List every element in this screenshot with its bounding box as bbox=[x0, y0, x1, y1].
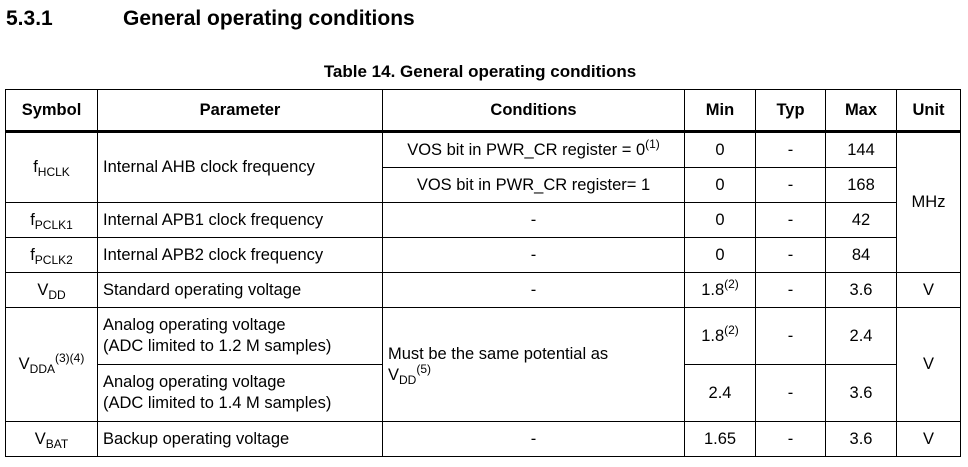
conditions-cell: - bbox=[382, 237, 685, 273]
unit-cell: V bbox=[896, 307, 961, 422]
typ-cell: - bbox=[755, 364, 826, 422]
conditions-cell: VOS bit in PWR_CR register= 1 bbox=[382, 167, 685, 203]
table-row: fHCLK Internal AHB clock frequency VOS b… bbox=[5, 131, 961, 273]
typ-cell: - bbox=[755, 307, 826, 365]
min-cell: 0 bbox=[684, 167, 756, 203]
header-max: Max bbox=[825, 89, 897, 133]
min-cell: 0 bbox=[684, 202, 756, 238]
table-row: VDD Standard operating voltage - 1.8(2) … bbox=[5, 272, 961, 308]
parameter-cell: Analog operating voltage (ADC limited to … bbox=[97, 307, 383, 365]
table-row: VBAT Backup operating voltage - 1.65 - 3… bbox=[5, 421, 961, 457]
typ-cell: - bbox=[755, 131, 826, 168]
min-cell: 1.65 bbox=[684, 421, 756, 457]
unit-cell: V bbox=[896, 272, 961, 308]
unit-cell: MHz bbox=[896, 131, 961, 273]
table-row: fPCLK2 Internal APB2 clock frequency - 0… bbox=[5, 237, 961, 273]
max-cell: 3.6 bbox=[825, 272, 897, 308]
parameter-cell: Internal APB2 clock frequency bbox=[97, 237, 383, 273]
max-cell: 3.6 bbox=[825, 421, 897, 457]
typ-cell: - bbox=[755, 237, 826, 273]
conditions-cell: VOS bit in PWR_CR register = 0(1) bbox=[382, 131, 685, 168]
parameter-cell: Internal AHB clock frequency bbox=[97, 131, 383, 203]
section-title: General operating conditions bbox=[123, 7, 415, 30]
max-cell: 168 bbox=[825, 167, 897, 203]
section-number: 5.3.1 bbox=[6, 7, 53, 30]
min-cell: 1.8(2) bbox=[684, 307, 756, 365]
typ-cell: - bbox=[755, 167, 826, 203]
min-cell: 1.8(2) bbox=[684, 272, 756, 308]
min-cell: 0 bbox=[684, 131, 756, 168]
max-cell: 144 bbox=[825, 131, 897, 168]
symbol-cell: VDD bbox=[5, 272, 98, 308]
max-cell: 3.6 bbox=[825, 364, 897, 422]
symbol-cell: fPCLK1 bbox=[5, 202, 98, 238]
symbol-cell: VDDA(3)(4) bbox=[5, 307, 98, 422]
section-heading: 5.3.1 General operating conditions bbox=[6, 7, 415, 31]
parameter-cell: Standard operating voltage bbox=[97, 272, 383, 308]
table-row: Analog operating voltage (ADC limited to … bbox=[6, 364, 961, 422]
typ-cell: - bbox=[755, 272, 826, 308]
symbol-cell: VBAT bbox=[5, 421, 98, 457]
table-row: VOS bit in PWR_CR register= 1 0 - 168 bbox=[6, 167, 961, 203]
parameter-cell: Internal APB1 clock frequency bbox=[97, 202, 383, 238]
header-conditions: Conditions bbox=[382, 89, 685, 133]
conditions-cell: Must be the same potential as VDD(5) bbox=[382, 307, 685, 422]
header-parameter: Parameter bbox=[97, 89, 383, 133]
header-symbol: Symbol bbox=[5, 89, 98, 133]
min-cell: 2.4 bbox=[684, 364, 756, 422]
table-title: Table 14. General operating conditions bbox=[323, 62, 637, 81]
max-cell: 84 bbox=[825, 237, 897, 273]
typ-cell: - bbox=[755, 202, 826, 238]
symbol-cell: fHCLK bbox=[5, 131, 98, 203]
max-cell: 42 bbox=[825, 202, 897, 238]
typ-cell: - bbox=[755, 421, 826, 457]
min-cell: 0 bbox=[684, 237, 756, 273]
conditions-cell: - bbox=[382, 421, 685, 457]
header-unit: Unit bbox=[896, 89, 961, 133]
max-cell: 2.4 bbox=[825, 307, 897, 365]
unit-cell: V bbox=[896, 421, 961, 457]
header-typ: Typ bbox=[755, 89, 826, 133]
symbol-cell: fPCLK2 bbox=[5, 237, 98, 273]
table-row: fPCLK1 Internal APB1 clock frequency - 0… bbox=[5, 202, 961, 238]
operating-conditions-table: Symbol Parameter Conditions Min Typ Max … bbox=[5, 89, 961, 457]
header-row: Symbol Parameter Conditions Min Typ Max … bbox=[5, 89, 961, 133]
parameter-cell: Analog operating voltage (ADC limited to … bbox=[97, 364, 383, 422]
header-min: Min bbox=[684, 89, 756, 133]
conditions-cell: - bbox=[382, 272, 685, 308]
conditions-cell: - bbox=[382, 202, 685, 238]
parameter-cell: Backup operating voltage bbox=[97, 421, 383, 457]
table-row: VDDA(3)(4) Analog operating voltage (ADC … bbox=[5, 307, 961, 422]
